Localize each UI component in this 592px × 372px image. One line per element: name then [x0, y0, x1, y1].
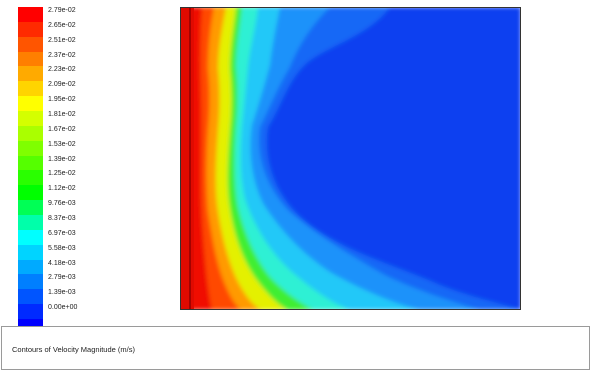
legend-tick-label: 1.39e-02: [48, 155, 76, 163]
legend-swatch: [18, 66, 43, 82]
legend-swatch: [18, 215, 43, 231]
legend-tick-label: 1.95e-02: [48, 96, 76, 104]
velocity-contour-field: [180, 7, 521, 310]
legend-swatch: [18, 111, 43, 127]
legend-swatch: [18, 185, 43, 201]
legend-swatch: [18, 200, 43, 216]
legend-swatch: [18, 7, 43, 22]
legend-tick-label: 2.23e-02: [48, 66, 76, 74]
legend-swatch: [18, 51, 43, 67]
legend-swatch: [18, 140, 43, 156]
legend-tick-label: 2.79e-03: [48, 274, 76, 282]
legend-tick-label: 1.81e-02: [48, 111, 76, 119]
legend-swatch: [18, 289, 43, 305]
legend-tick-label: 1.53e-02: [48, 140, 76, 148]
legend-swatch: [18, 259, 43, 275]
colorbar-legend: 2.79e-02 2.65e-02 2.51e-02 2.37e-02 2.23e-02…: [18, 7, 98, 335]
legend-tick-label: 1.39e-03: [48, 289, 76, 297]
caption-panel: Contours of Velocity Magnitude (m/s): [1, 326, 590, 370]
legend-swatch: [18, 81, 43, 97]
legend-tick-label: 0.00e+00: [48, 304, 78, 312]
legend-tick-label: 1.25e-02: [48, 170, 76, 178]
legend-tick-label: 6.97e-03: [48, 229, 76, 237]
legend-tick-label: 5.58e-03: [48, 244, 76, 252]
inlet-wall: [180, 7, 194, 310]
legend-swatch: [18, 170, 43, 186]
legend-tick-label: 8.37e-03: [48, 215, 76, 223]
legend-swatch: [18, 244, 43, 260]
legend-tick-label: 2.51e-02: [48, 36, 76, 44]
plot-caption: Contours of Velocity Magnitude (m/s): [12, 345, 135, 354]
legend-tick-label: 1.12e-02: [48, 185, 76, 193]
legend-swatch: [18, 125, 43, 141]
legend-swatch: [18, 229, 43, 245]
legend-tick-label: 9.76e-03: [48, 200, 76, 208]
legend-swatch: [18, 21, 43, 37]
legend-tick-label: 2.37e-02: [48, 51, 76, 59]
legend-tick-label: 2.79e-02: [48, 7, 76, 14]
legend-swatch: [18, 36, 43, 52]
contour-plot: [180, 7, 521, 310]
legend-tick-label: 4.18e-03: [48, 259, 76, 267]
legend-tick-label: 2.65e-02: [48, 21, 76, 29]
legend-swatch: [18, 274, 43, 290]
legend-tick-label: 1.67e-02: [48, 125, 76, 133]
legend-swatch: [18, 304, 43, 320]
legend-swatch: [18, 155, 43, 171]
legend-swatch: [18, 96, 43, 112]
domain-border: [180, 7, 521, 310]
legend-tick-label: 2.09e-02: [48, 81, 76, 89]
